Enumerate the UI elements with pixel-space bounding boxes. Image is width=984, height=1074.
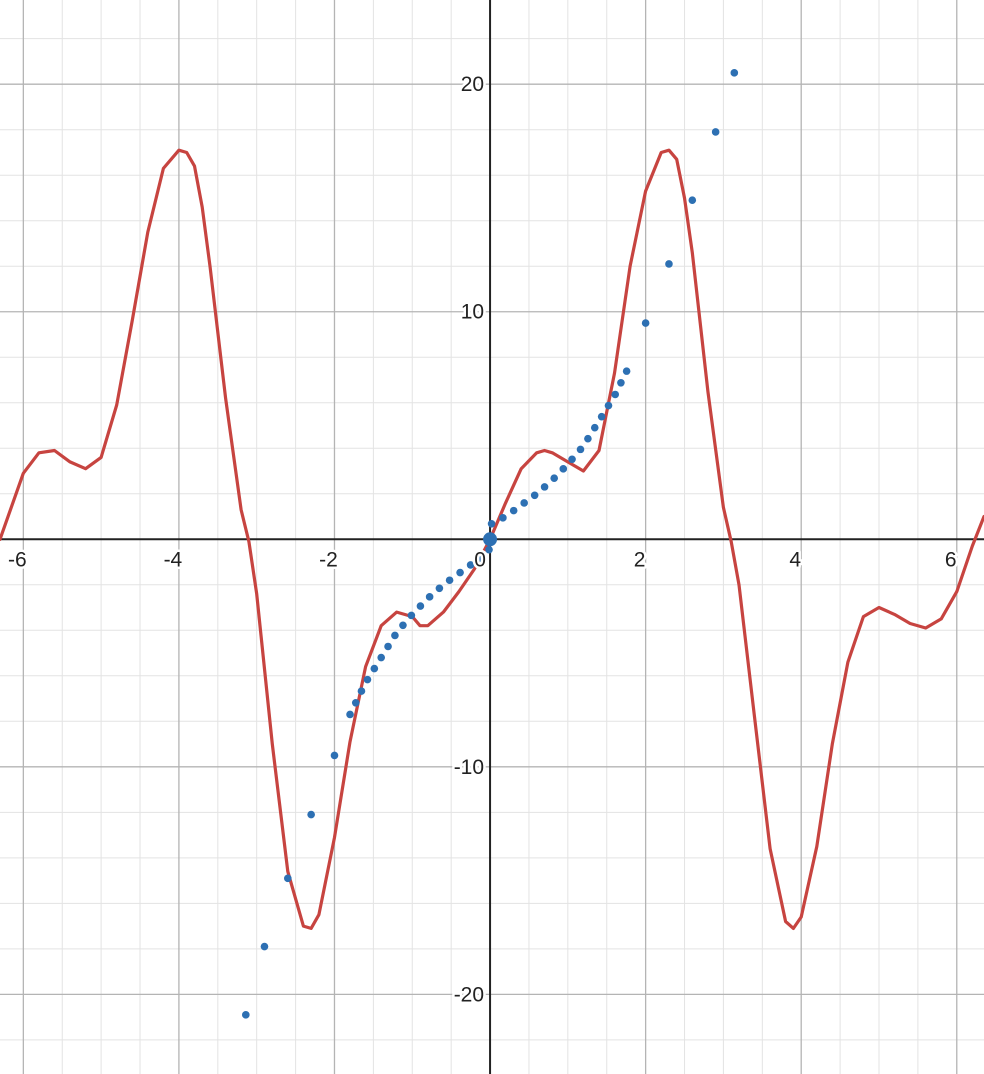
series-dot <box>499 514 507 522</box>
marked-point[interactable] <box>483 532 497 546</box>
series-dot <box>377 654 385 662</box>
x-tick-label: 6 <box>945 548 957 571</box>
series-dot <box>384 643 392 651</box>
series-dot <box>665 260 673 268</box>
x-tick-label: 0 <box>474 548 486 571</box>
series-dot <box>436 584 444 592</box>
series-dot <box>559 465 567 473</box>
series-dot <box>417 602 425 610</box>
series-dot <box>307 811 315 819</box>
series-dot <box>371 665 379 673</box>
series-dot <box>391 632 399 640</box>
series-dot <box>488 520 496 528</box>
series-dot <box>531 491 539 499</box>
series-dot <box>510 507 518 515</box>
series-dot <box>577 446 585 454</box>
series-dot <box>568 455 576 463</box>
y-tick-label: 20 <box>461 73 484 96</box>
plot-curves <box>0 69 984 1019</box>
x-tick-label: 2 <box>634 548 646 571</box>
series-dot <box>689 196 697 204</box>
y-tick-label: -10 <box>454 756 484 779</box>
x-tick-label: -4 <box>164 548 183 571</box>
series-dot <box>591 424 599 432</box>
x-tick-label: -6 <box>8 548 27 571</box>
series-dot <box>242 1011 250 1019</box>
series-dot <box>352 699 360 707</box>
series-dot <box>364 676 372 684</box>
x-tick-label: 4 <box>789 548 801 571</box>
series-dot <box>617 379 625 387</box>
series-dot <box>485 546 493 554</box>
series-dot <box>261 943 269 951</box>
series-dot <box>331 752 339 760</box>
series-dot <box>520 499 528 507</box>
series-dot <box>598 413 606 421</box>
series-dot <box>712 128 720 136</box>
series-dot <box>399 621 407 629</box>
series-dot <box>611 391 619 399</box>
x-tick-label: -2 <box>319 548 338 571</box>
series-dot <box>426 593 434 601</box>
y-tick-label: 10 <box>461 301 484 324</box>
series-dot <box>642 319 650 327</box>
series-dot <box>605 402 613 410</box>
series-dot <box>731 69 739 77</box>
series-dot <box>408 612 416 620</box>
series-dot <box>541 483 549 491</box>
series-dot <box>346 711 354 719</box>
series-dot <box>584 435 592 443</box>
y-tick-label: -20 <box>454 983 484 1006</box>
series-dot <box>456 569 464 577</box>
series-dot <box>623 367 631 375</box>
series-dot <box>358 687 366 695</box>
series-dot <box>550 474 558 482</box>
series-dot <box>284 875 292 883</box>
series-dot <box>446 576 454 584</box>
